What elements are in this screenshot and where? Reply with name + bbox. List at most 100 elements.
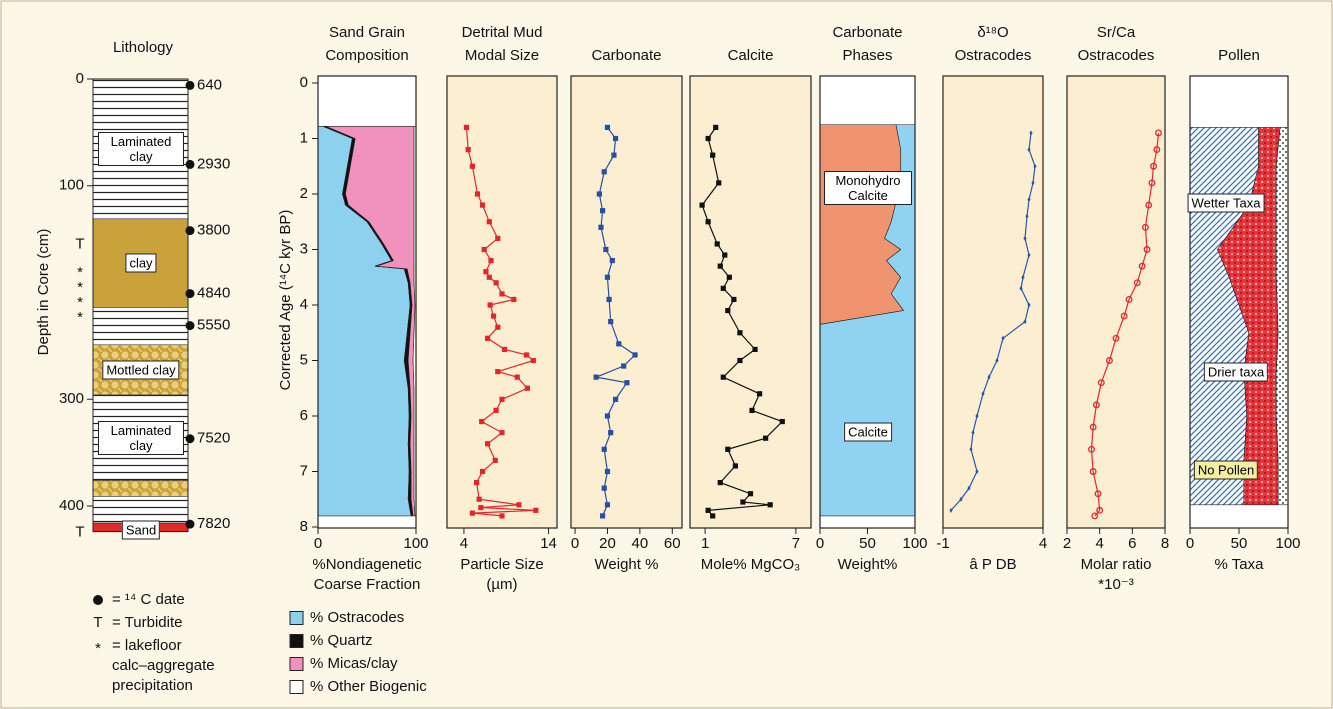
point [493, 458, 498, 463]
point [474, 480, 479, 485]
point [757, 391, 762, 396]
x-tick-label: 20 [599, 535, 616, 552]
date-marker [186, 289, 195, 298]
area-label: Wetter Taxa [1188, 194, 1265, 213]
y-tick-label: 5 [300, 351, 308, 368]
point [710, 513, 715, 518]
point [603, 247, 608, 252]
x-tick-label: 50 [1231, 535, 1248, 552]
point [780, 419, 785, 424]
point [716, 180, 721, 185]
x-tick-label: 1 [701, 535, 709, 552]
x-tick-label: 2 [1063, 535, 1071, 552]
legend-swatch [290, 658, 303, 671]
point [491, 314, 496, 319]
x-axis-label: â P DB [969, 556, 1016, 573]
point [479, 419, 484, 424]
x-tick-label: 100 [403, 535, 428, 552]
point [470, 511, 475, 516]
turbidite-marker: T [75, 235, 84, 252]
point [731, 297, 736, 302]
point [493, 408, 498, 413]
point [621, 363, 626, 368]
point [710, 153, 715, 158]
x-tick-label: 8 [1161, 535, 1169, 552]
panel-title: Sand Grain [329, 24, 405, 41]
point [727, 275, 732, 280]
date-label: 2930 [197, 155, 230, 172]
legend-text: % Quartz [310, 632, 373, 649]
point [715, 241, 720, 246]
date-label: 7820 [197, 515, 230, 532]
point [495, 325, 500, 330]
point [721, 286, 726, 291]
legend-swatch [290, 612, 303, 625]
panel [690, 76, 811, 528]
panel-title: δ¹⁸O [977, 24, 1008, 41]
point [606, 297, 611, 302]
x-axis-label: Particle Size [460, 556, 543, 573]
legend-text: precipitation [112, 677, 193, 694]
panel-title: Ostracodes [955, 47, 1032, 64]
panel-title: Lithology [113, 39, 174, 56]
point [525, 386, 530, 391]
point [748, 491, 753, 496]
y-tick-label: 0 [300, 74, 308, 91]
y-tick-label: 300 [59, 390, 84, 407]
point [608, 319, 613, 324]
point [499, 513, 504, 518]
panel-title: Calcite [728, 47, 774, 64]
y-tick-label: 2 [300, 185, 308, 202]
x-tick-label: 6 [1128, 535, 1136, 552]
point [749, 408, 754, 413]
panel [571, 76, 682, 528]
x-tick-label: 0 [1186, 535, 1194, 552]
point [737, 330, 742, 335]
panel-title: Carbonate [832, 24, 902, 41]
point [725, 308, 730, 313]
y-tick-label: 3 [300, 240, 308, 257]
point [480, 469, 485, 474]
point [725, 447, 730, 452]
x-axis-label: Coarse Fraction [314, 576, 421, 593]
point [605, 502, 610, 507]
annotation: No Pollen [1194, 461, 1258, 480]
date-marker [186, 321, 195, 330]
panel-title: Modal Size [465, 47, 539, 64]
x-tick-label: 100 [1275, 535, 1300, 552]
point [602, 486, 607, 491]
lithology-layer [93, 307, 188, 344]
point [605, 125, 610, 130]
point [706, 219, 711, 224]
point [502, 347, 507, 352]
panel-title: Ostracodes [1078, 47, 1155, 64]
x-tick-label: 50 [859, 535, 876, 552]
point [600, 513, 605, 518]
legend-symbol: * [95, 640, 101, 657]
date-marker [186, 520, 195, 529]
panel-title: Phases [842, 47, 892, 64]
x-axis-label: *10⁻³ [1098, 576, 1133, 593]
point [706, 136, 711, 141]
x-tick-label: 14 [540, 535, 557, 552]
point [706, 508, 711, 513]
point [722, 252, 727, 257]
layer-label: Laminated clay [98, 421, 184, 455]
lithology-layer [93, 480, 188, 496]
point [718, 480, 723, 485]
y-tick-label: 1 [300, 129, 308, 146]
date-label: 7520 [197, 430, 230, 447]
chart: Lithology0100300400Depth in Core (cm)640… [0, 0, 1333, 709]
x-tick-label: 40 [632, 535, 649, 552]
point [611, 153, 616, 158]
point [495, 369, 500, 374]
point [737, 358, 742, 363]
x-tick-label: -1 [936, 535, 949, 552]
point [499, 291, 504, 296]
point [752, 347, 757, 352]
point [482, 247, 487, 252]
point [475, 191, 480, 196]
turbidite-marker: T [75, 524, 84, 541]
date-label: 3800 [197, 222, 230, 239]
point [605, 469, 610, 474]
